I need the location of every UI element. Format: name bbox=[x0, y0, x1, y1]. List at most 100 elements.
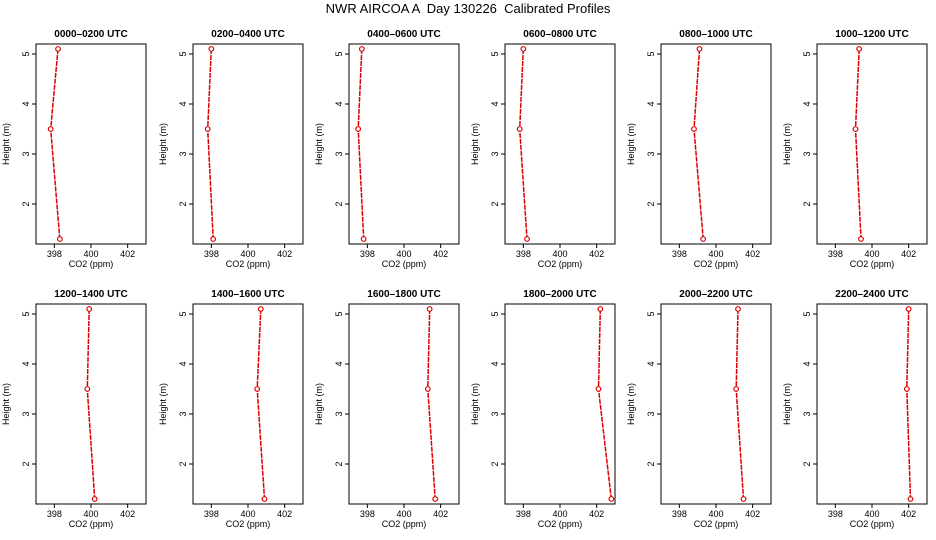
panel-3: 0400–0600 UTC 398 400 402 2 3 4 5 CO2 (ppm) Heigh… bbox=[314, 29, 460, 269]
y-tick-label: 5 bbox=[646, 311, 656, 316]
x-tick-label: 400 bbox=[864, 249, 879, 259]
data-point bbox=[905, 306, 912, 312]
panel-11: 2000–2200 UTC 398 400 402 2 3 4 5 CO2 (ppm) Heigh… bbox=[626, 289, 772, 529]
data-point bbox=[424, 386, 431, 392]
plot-frame bbox=[192, 303, 304, 505]
y-tick-label: 3 bbox=[490, 411, 500, 416]
x-tick-label: 400 bbox=[83, 249, 98, 259]
panel-title: 0600–0800 UTC bbox=[523, 29, 596, 40]
x-tick-label: 398 bbox=[47, 249, 62, 259]
y-axis-label: Height (m) bbox=[158, 383, 168, 425]
profile-line bbox=[427, 308, 436, 500]
panel-5: 0800–1000 UTC 398 400 402 2 3 4 5 CO2 (ppm) Heigh… bbox=[626, 29, 772, 269]
data-point bbox=[597, 306, 604, 312]
y-tick-label: 3 bbox=[802, 411, 812, 416]
y-tick-label: 4 bbox=[178, 101, 188, 106]
profile-line bbox=[854, 48, 862, 240]
panel-title: 0000–0200 UTC bbox=[54, 29, 127, 40]
x-tick-label: 398 bbox=[516, 249, 531, 259]
data-point bbox=[903, 386, 910, 392]
panel-title: 1800–2000 UTC bbox=[523, 289, 596, 300]
x-tick-label: 400 bbox=[240, 249, 255, 259]
data-point bbox=[432, 496, 439, 502]
y-tick-label: 3 bbox=[490, 151, 500, 156]
y-tick-label: 5 bbox=[646, 51, 656, 56]
plot-frame bbox=[816, 43, 928, 245]
x-tick-label: 398 bbox=[204, 509, 219, 519]
y-tick-label: 5 bbox=[178, 311, 188, 316]
y-tick-label: 2 bbox=[334, 461, 344, 466]
x-tick-label: 402 bbox=[745, 249, 760, 259]
x-axis-label: CO2 (ppm) bbox=[694, 259, 739, 269]
profile-line bbox=[906, 308, 912, 500]
y-tick-label: 5 bbox=[802, 51, 812, 56]
x-axis-label: CO2 (ppm) bbox=[69, 519, 114, 529]
panel-9: 1600–1800 UTC 398 400 402 2 3 4 5 CO2 (ppm) Heigh… bbox=[314, 289, 460, 529]
data-point bbox=[360, 236, 367, 242]
y-tick-label: 2 bbox=[802, 201, 812, 206]
x-tick-label: 398 bbox=[47, 509, 62, 519]
x-tick-label: 398 bbox=[672, 509, 687, 519]
x-tick-label: 402 bbox=[589, 509, 604, 519]
y-axis-label: Height (m) bbox=[782, 123, 792, 165]
y-tick-label: 3 bbox=[646, 151, 656, 156]
y-tick-label: 3 bbox=[646, 411, 656, 416]
data-point bbox=[426, 306, 433, 312]
x-axis-label: CO2 (ppm) bbox=[226, 259, 271, 269]
y-tick-label: 2 bbox=[178, 201, 188, 206]
data-point bbox=[257, 306, 264, 312]
x-axis-label: CO2 (ppm) bbox=[69, 259, 114, 269]
panel-7: 1200–1400 UTC 398 400 402 2 3 4 5 CO2 (ppm) Heigh… bbox=[1, 289, 147, 529]
y-tick-label: 5 bbox=[802, 311, 812, 316]
data-point bbox=[524, 236, 530, 242]
x-tick-label: 400 bbox=[864, 509, 879, 519]
panel-6: 1000–1200 UTC 398 400 402 2 3 4 5 CO2 (ppm) Heigh… bbox=[782, 29, 928, 269]
y-tick-label: 4 bbox=[21, 361, 31, 366]
data-point bbox=[261, 496, 268, 502]
y-tick-label: 4 bbox=[802, 361, 812, 366]
y-tick-label: 3 bbox=[334, 151, 344, 156]
x-tick-label: 400 bbox=[396, 509, 411, 519]
y-axis-label: Height (m) bbox=[470, 123, 480, 165]
y-axis-label: Height (m) bbox=[1, 123, 11, 165]
x-axis-label: CO2 (ppm) bbox=[382, 259, 427, 269]
data-point bbox=[516, 126, 523, 132]
profile-line bbox=[86, 308, 96, 500]
y-tick-label: 2 bbox=[490, 201, 500, 206]
panel-title: 1200–1400 UTC bbox=[54, 289, 127, 300]
panel-1: 0000–0200 UTC 398 400 402 2 3 4 5 CO2 (ppm) Heigh… bbox=[1, 29, 147, 269]
y-tick-label: 3 bbox=[21, 151, 31, 156]
y-tick-label: 3 bbox=[21, 411, 31, 416]
plot-frame bbox=[504, 303, 616, 505]
x-tick-label: 402 bbox=[589, 249, 604, 259]
data-point bbox=[595, 386, 602, 392]
y-tick-label: 5 bbox=[178, 51, 188, 56]
y-tick-label: 5 bbox=[490, 311, 500, 316]
y-axis-label: Height (m) bbox=[470, 383, 480, 425]
data-point bbox=[852, 126, 859, 132]
data-point bbox=[47, 126, 54, 132]
panel-12: 2200–2400 UTC 398 400 402 2 3 4 5 CO2 (ppm) Heigh… bbox=[782, 289, 928, 529]
x-tick-label: 402 bbox=[901, 249, 916, 259]
data-point bbox=[91, 496, 98, 502]
plot-frame bbox=[660, 303, 772, 505]
panel-4: 0600–0800 UTC 398 400 402 2 3 4 5 CO2 (ppm) Heigh… bbox=[470, 29, 616, 269]
x-tick-label: 402 bbox=[433, 509, 448, 519]
data-point bbox=[608, 496, 615, 502]
x-axis-label: CO2 (ppm) bbox=[538, 519, 583, 529]
data-point bbox=[254, 386, 261, 392]
y-tick-label: 4 bbox=[178, 361, 188, 366]
y-tick-label: 2 bbox=[646, 461, 656, 466]
x-tick-label: 402 bbox=[433, 249, 448, 259]
data-point bbox=[55, 46, 61, 52]
x-tick-label: 402 bbox=[901, 509, 916, 519]
y-tick-label: 3 bbox=[178, 151, 188, 156]
plot-frame bbox=[348, 303, 460, 505]
plot-frame bbox=[816, 303, 928, 505]
data-point bbox=[740, 496, 747, 502]
data-point bbox=[733, 386, 740, 392]
x-tick-label: 402 bbox=[277, 249, 292, 259]
y-tick-label: 4 bbox=[646, 101, 656, 106]
y-tick-label: 5 bbox=[21, 51, 31, 56]
